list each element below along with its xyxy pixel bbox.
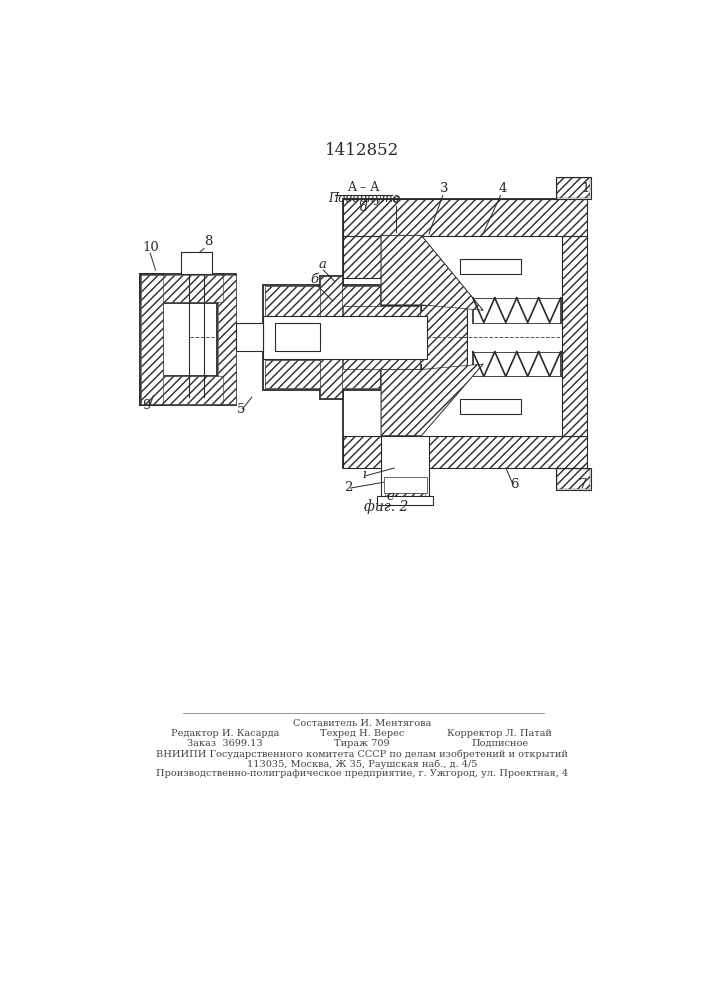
Text: Повернуто: Повернуто bbox=[327, 192, 399, 205]
Polygon shape bbox=[421, 235, 537, 310]
Polygon shape bbox=[381, 235, 483, 310]
Bar bbox=[217, 274, 236, 405]
Bar bbox=[344, 359, 421, 369]
Text: Редактор И. Касарда: Редактор И. Касарда bbox=[170, 729, 279, 738]
Text: 7: 7 bbox=[579, 478, 588, 491]
Bar bbox=[381, 436, 429, 499]
Text: ВНИИПИ Государственного комитета СССР по делам изобретений и открытий: ВНИИПИ Государственного комитета СССР по… bbox=[156, 749, 568, 759]
Text: фиг. 2: фиг. 2 bbox=[364, 499, 409, 514]
Bar bbox=[265, 360, 380, 388]
Text: 2: 2 bbox=[344, 481, 353, 494]
Text: 1412852: 1412852 bbox=[325, 142, 399, 159]
Text: a: a bbox=[318, 258, 326, 271]
Bar bbox=[562, 235, 587, 436]
Bar bbox=[460, 399, 521, 414]
Bar bbox=[343, 199, 587, 468]
Bar bbox=[344, 306, 421, 316]
Bar bbox=[557, 178, 590, 198]
Bar bbox=[218, 275, 235, 404]
Text: Заказ  3699.13: Заказ 3699.13 bbox=[187, 739, 263, 748]
Text: c: c bbox=[393, 193, 399, 206]
Text: d: d bbox=[359, 201, 368, 214]
Text: Подписное: Подписное bbox=[472, 739, 528, 748]
Text: 6: 6 bbox=[510, 478, 518, 491]
Bar bbox=[236, 323, 264, 351]
Polygon shape bbox=[381, 235, 467, 436]
Bar bbox=[141, 376, 223, 404]
Polygon shape bbox=[421, 364, 537, 436]
Text: 3: 3 bbox=[440, 182, 449, 195]
Text: A – A: A – A bbox=[347, 181, 380, 194]
Bar bbox=[141, 275, 163, 404]
Text: 1: 1 bbox=[581, 182, 590, 195]
Bar bbox=[383, 477, 426, 493]
Bar bbox=[320, 359, 342, 398]
Text: 4: 4 bbox=[498, 182, 507, 195]
Text: 10: 10 bbox=[143, 241, 159, 254]
Bar bbox=[264, 316, 428, 359]
Bar bbox=[320, 276, 343, 399]
Bar bbox=[557, 469, 590, 489]
Bar bbox=[141, 275, 223, 302]
Polygon shape bbox=[381, 364, 483, 436]
Text: Техред Н. Верес: Техред Н. Верес bbox=[320, 729, 404, 738]
Text: Производственно-полиграфическое предприятие, г. Ужгород, ул. Проектная, 4: Производственно-полиграфическое предприя… bbox=[156, 769, 568, 778]
Bar bbox=[385, 480, 425, 499]
Bar bbox=[343, 305, 421, 369]
Text: Составитель И. Ментягова: Составитель И. Ментягова bbox=[293, 719, 431, 728]
Text: e: e bbox=[387, 490, 395, 503]
Bar bbox=[343, 436, 587, 468]
Bar bbox=[343, 235, 381, 278]
Bar bbox=[378, 496, 433, 505]
Bar bbox=[140, 376, 223, 405]
Bar bbox=[556, 177, 590, 199]
Text: i: i bbox=[362, 468, 366, 481]
Bar bbox=[265, 286, 380, 316]
Bar bbox=[320, 276, 342, 316]
Bar bbox=[556, 468, 590, 490]
Bar bbox=[181, 252, 212, 274]
Bar bbox=[343, 199, 587, 235]
Text: 9: 9 bbox=[143, 399, 151, 412]
Bar bbox=[264, 285, 381, 389]
Text: 113035, Москва, Ж 35, Раушская наб., д. 4/5: 113035, Москва, Ж 35, Раушская наб., д. … bbox=[247, 759, 477, 769]
Text: Тираж 709: Тираж 709 bbox=[334, 739, 390, 748]
Text: Корректор Л. Патай: Корректор Л. Патай bbox=[448, 729, 552, 738]
Text: 8: 8 bbox=[204, 235, 213, 248]
Text: б: б bbox=[310, 273, 318, 286]
Bar bbox=[275, 323, 320, 351]
Bar bbox=[140, 274, 223, 303]
Bar bbox=[140, 274, 163, 405]
Text: 5: 5 bbox=[236, 403, 245, 416]
Bar bbox=[460, 259, 521, 274]
